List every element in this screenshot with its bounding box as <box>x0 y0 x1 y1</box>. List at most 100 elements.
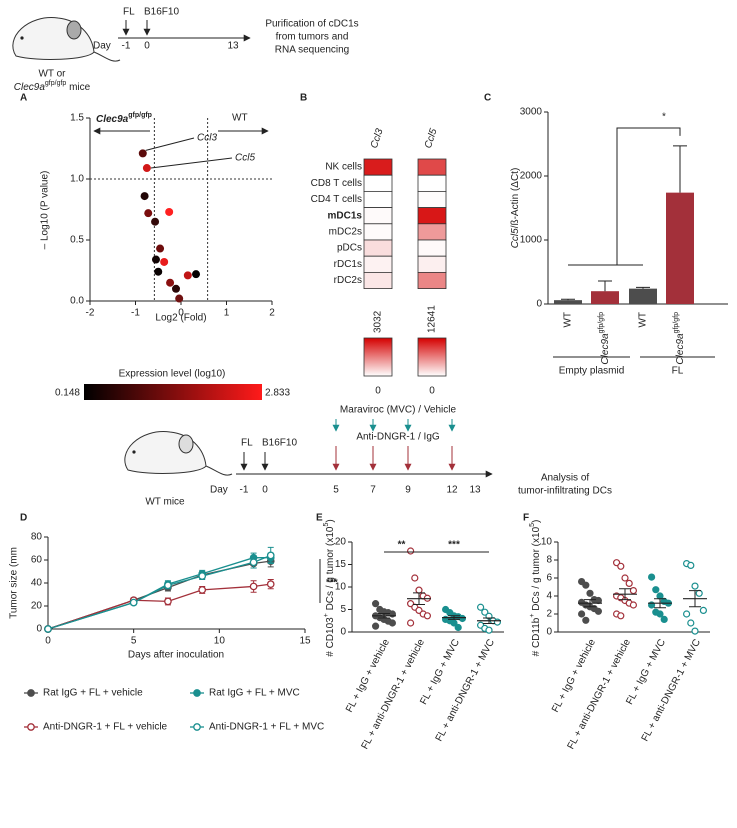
y-axis-label-part: Ccl5 <box>510 228 521 248</box>
end-label: tumor-infiltrating DCs <box>518 486 612 497</box>
column-label: Ccl3 <box>369 127 386 150</box>
point <box>160 257 169 266</box>
day: 0 <box>262 485 268 496</box>
y-axis-label-part: DCs / g tumor (x10 <box>531 526 542 613</box>
point <box>458 614 466 623</box>
point <box>192 270 201 279</box>
row-label: CD4 T cells <box>311 194 362 205</box>
y-tick-label: 5 <box>340 604 346 615</box>
legend-marker <box>27 723 35 731</box>
x-tick-label: 2 <box>269 308 275 319</box>
error-bar <box>378 613 390 619</box>
bar <box>554 300 582 304</box>
colorbar-label: 12641 <box>427 305 438 333</box>
point <box>144 209 153 218</box>
point <box>577 610 586 618</box>
significance-label: *** <box>326 578 338 589</box>
point <box>175 294 184 303</box>
heatmap-cell <box>363 158 393 176</box>
point <box>171 284 180 293</box>
column-label: Ccl5 <box>423 127 440 150</box>
point <box>695 589 703 597</box>
y-axis-label-part: 5 <box>323 522 330 526</box>
point <box>450 619 458 627</box>
point <box>407 619 415 627</box>
panel-label: A <box>20 93 27 104</box>
legend-marker <box>193 723 201 731</box>
day: 0 <box>144 41 150 52</box>
point <box>625 579 633 588</box>
point <box>249 582 258 591</box>
annotation-part: Clec9a <box>96 114 129 125</box>
error-bar <box>598 280 612 292</box>
y-tick-label: 3000 <box>520 107 543 118</box>
point <box>582 616 590 624</box>
point <box>249 558 258 567</box>
point <box>493 618 501 626</box>
point <box>485 626 493 634</box>
colorbar <box>84 384 262 400</box>
y-tick-label: 1.5 <box>70 113 84 124</box>
day: 5 <box>333 485 339 496</box>
annotation-part: gfp/gfp <box>128 112 152 119</box>
panel-label: C <box>484 93 491 104</box>
error-bar <box>483 617 495 624</box>
mouse-icon <box>124 431 233 476</box>
y-tick-label: 15 <box>335 559 347 570</box>
point <box>477 603 485 611</box>
colorbar-label: 0 <box>429 386 435 397</box>
y-tick-label: 0 <box>340 627 346 638</box>
error-bar <box>584 599 596 608</box>
treatment-label: Maraviroc (MVC) / Vehicle <box>340 405 457 416</box>
y-tick-label: 20 <box>31 601 43 612</box>
error-bar <box>619 588 631 601</box>
point <box>656 610 664 618</box>
mouse-label: Clec9agfp/gfp mice <box>14 80 91 93</box>
point <box>617 612 625 620</box>
point <box>407 547 415 555</box>
significance-bracket <box>568 127 681 266</box>
point <box>138 149 147 158</box>
point <box>129 598 138 607</box>
panel-label: D <box>20 513 27 524</box>
y-axis-label-part: # CD103 <box>325 617 336 657</box>
mouse-label: WT or <box>38 69 66 80</box>
x-tick-label: Clec9agfp/gfp <box>673 312 686 365</box>
row-label: mDC1s <box>328 210 363 221</box>
point <box>164 581 172 590</box>
point <box>656 592 664 600</box>
x-tick-label: -1 <box>131 308 140 319</box>
annotation: Clec9agfp/gfp <box>96 112 152 125</box>
legend-label: Anti-DNGR-1 + FL + vehicle <box>43 722 168 733</box>
y-tick-label: 60 <box>31 555 43 566</box>
point <box>423 612 431 620</box>
heatmap-cell <box>417 223 447 241</box>
point <box>621 574 629 582</box>
day: -1 <box>240 485 249 496</box>
y-tick-label: 4 <box>546 591 552 602</box>
event-label: FL <box>241 438 253 449</box>
heatmap-cell <box>363 255 393 273</box>
significance-label: * <box>662 112 666 123</box>
point <box>629 586 638 595</box>
row-label: pDCs <box>337 243 362 254</box>
x-tick-label-part: gfp/gfp <box>598 312 605 334</box>
y-axis-label-part: + <box>529 614 536 618</box>
point <box>372 622 380 630</box>
day-label: Day <box>93 41 111 52</box>
point <box>166 278 175 287</box>
legend-label: Rat IgG + FL + vehicle <box>43 688 143 699</box>
y-tick-label: 1.0 <box>70 174 84 185</box>
point <box>266 580 275 589</box>
error-bar <box>413 592 425 606</box>
heatmap-cell <box>363 174 393 192</box>
colorbar-title: Expression level (log10) <box>119 369 226 380</box>
mouse-label: WT mice <box>145 497 185 508</box>
y-tick-label: 0.0 <box>70 296 84 307</box>
y-axis-label-part: ) <box>325 519 336 522</box>
event-label: B16F10 <box>262 438 297 449</box>
row-label: CD8 T cells <box>311 178 362 189</box>
y-tick-label: 0 <box>36 624 42 635</box>
x-tick-label-part: gfp/gfp <box>673 312 680 334</box>
day: 7 <box>370 485 376 496</box>
